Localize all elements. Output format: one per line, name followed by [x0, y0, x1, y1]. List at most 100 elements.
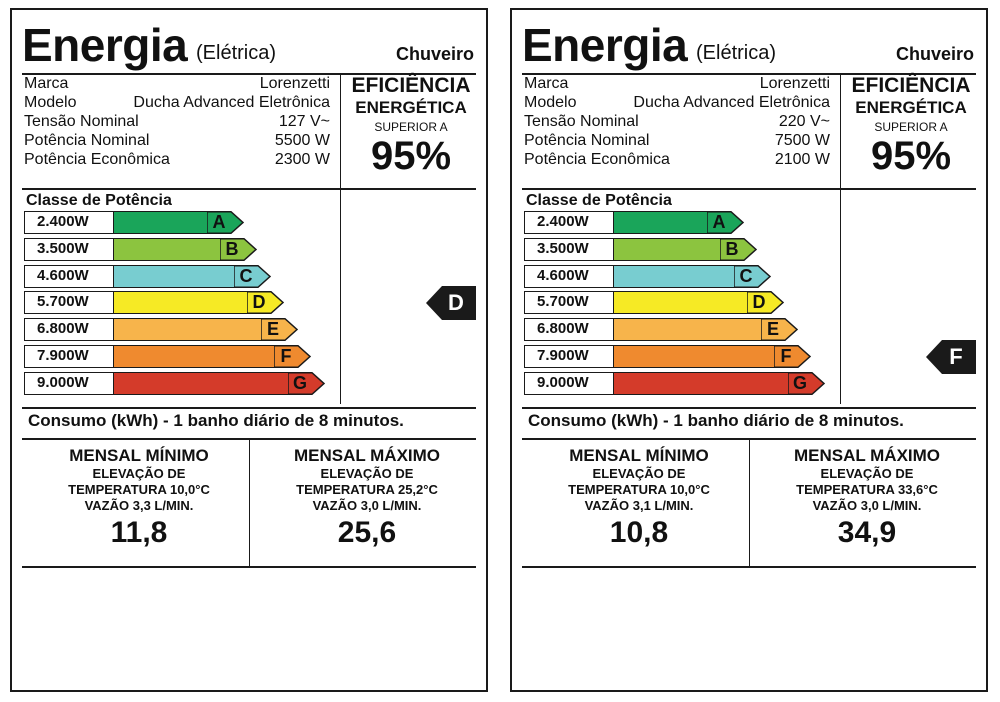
- efficiency-title: EFICIÊNCIA: [851, 74, 971, 97]
- min-line-3: VAZÃO 3,3 L/MIN.: [84, 498, 194, 513]
- info-key: Modelo: [24, 94, 77, 111]
- divider: [22, 407, 476, 409]
- class-bar-arrow: [734, 264, 772, 288]
- class-bar-letter: A: [212, 212, 226, 232]
- min-line-3: VAZÃO 3,1 L/MIN.: [584, 498, 694, 513]
- divider: [522, 188, 976, 190]
- monthly-maximum-head: MENSAL MÁXIMO: [793, 446, 941, 465]
- class-bar-letter: B: [725, 238, 739, 259]
- energy-label-left: Energia (Elétrica) Chuveiro Marca Lorenz…: [10, 8, 488, 692]
- info-row-voltage: Tensão Nominal 220 V~: [524, 112, 830, 131]
- info-value: Lorenzetti: [259, 75, 330, 92]
- class-bar-fill: [614, 345, 775, 368]
- monthly-minimum-value: 10,8: [609, 516, 669, 549]
- max-line-2: TEMPERATURA 25,2°C: [296, 482, 438, 497]
- class-bar-arrow: [220, 237, 258, 261]
- consumption-caption: Consumo (kWh) - 1 banho diário de 8 minu…: [28, 411, 404, 430]
- class-bar-power: 7.900W: [24, 345, 114, 368]
- info-row-nominal-power: Potência Nominal 5500 W: [24, 131, 330, 150]
- min-line-2: TEMPERATURA 10,0°C: [68, 482, 210, 497]
- class-bar-letter: G: [292, 372, 307, 393]
- class-bar-letter: B: [225, 238, 239, 259]
- divider: [840, 188, 841, 404]
- info-key: Tensão Nominal: [24, 113, 139, 130]
- info-row-economic-power: Potência Econômica 2300 W: [24, 150, 330, 169]
- divider: [749, 438, 750, 566]
- efficiency-value: 95%: [870, 134, 952, 178]
- indicator-arrow: [926, 339, 976, 374]
- max-line-3: VAZÃO 3,0 L/MIN.: [312, 498, 422, 513]
- info-key: Potência Nominal: [24, 132, 150, 149]
- info-row-brand: Marca Lorenzetti: [524, 74, 830, 93]
- divider: [840, 73, 841, 188]
- monthly-maximum: MENSAL MÁXIMO ELEVAÇÃO DE TEMPERATURA 33…: [762, 446, 972, 550]
- class-bar-arrow: [747, 291, 785, 315]
- label-title: Energia: [522, 19, 688, 71]
- class-title: Classe de Potência: [526, 192, 672, 209]
- monthly-maximum-value: 25,6: [337, 516, 397, 549]
- class-bar-arrow: [261, 318, 299, 342]
- class-bar-fill: [614, 264, 735, 288]
- class-bar-arrow: [288, 371, 326, 395]
- class-bar-letter: F: [280, 346, 292, 366]
- class-bar-arrow: [774, 345, 812, 368]
- info-row-model: Modelo Ducha Advanced Eletrônica: [524, 93, 830, 112]
- class-bar-letter: C: [239, 265, 253, 286]
- info-row-brand: Marca Lorenzetti: [24, 74, 330, 93]
- max-line-1: ELEVAÇÃO DE: [320, 466, 414, 481]
- class-bar-letter: E: [266, 319, 279, 340]
- class-bar-fill: [114, 345, 275, 368]
- class-bar-power: 5.700W: [24, 291, 114, 315]
- class-title: Classe de Potência: [26, 192, 172, 209]
- label-subtitle: (Elétrica): [696, 42, 777, 64]
- info-row-economic-power: Potência Econômica 2100 W: [524, 150, 830, 169]
- info-row-nominal-power: Potência Nominal 7500 W: [524, 131, 830, 150]
- class-bar-power: 9.000W: [24, 371, 114, 395]
- class-bar-letter: F: [780, 346, 792, 366]
- divider: [22, 188, 476, 190]
- info-value: 7500 W: [774, 132, 830, 149]
- class-bar-arrow: [274, 345, 312, 368]
- class-bar-power: 5.700W: [524, 291, 614, 315]
- class-bar-letter: A: [712, 212, 726, 232]
- info-row-voltage: Tensão Nominal 127 V~: [24, 112, 330, 131]
- class-bar-letter: D: [752, 292, 766, 313]
- class-bar-letter: C: [739, 265, 753, 286]
- info-key: Potência Econômica: [24, 151, 170, 168]
- info-value: Ducha Advanced Eletrônica: [133, 94, 330, 111]
- class-bar-fill: [614, 211, 708, 234]
- class-bar-arrow: [761, 318, 799, 342]
- product-type: Chuveiro: [895, 44, 974, 64]
- class-bar-arrow: [788, 371, 826, 395]
- indicator-letter: F: [949, 343, 963, 369]
- max-line-3: VAZÃO 3,0 L/MIN.: [812, 498, 922, 513]
- monthly-minimum: MENSAL MÍNIMO ELEVAÇÃO DE TEMPERATURA 10…: [34, 446, 244, 550]
- indicator-arrow: [426, 285, 476, 320]
- class-bar-power: 9.000W: [524, 371, 614, 395]
- class-bar-power: 6.800W: [24, 318, 114, 342]
- indicator-letter: D: [448, 289, 464, 315]
- divider: [22, 73, 476, 75]
- label-subtitle: (Elétrica): [196, 42, 277, 64]
- divider: [340, 188, 341, 404]
- info-value: 5500 W: [274, 132, 330, 149]
- class-bar-power: 6.800W: [524, 318, 614, 342]
- info-value: Lorenzetti: [759, 75, 830, 92]
- class-bar-power: 4.600W: [24, 264, 114, 288]
- consumption-caption: Consumo (kWh) - 1 banho diário de 8 minu…: [528, 411, 904, 430]
- info-key: Potência Econômica: [524, 151, 670, 168]
- min-line-2: TEMPERATURA 10,0°C: [568, 482, 710, 497]
- label-title: Energia: [22, 19, 188, 71]
- class-bar-power: 2.400W: [24, 211, 114, 234]
- class-bar-power: 4.600W: [524, 264, 614, 288]
- info-row-model: Modelo Ducha Advanced Eletrônica: [24, 93, 330, 112]
- info-value: 2100 W: [774, 151, 830, 168]
- monthly-minimum-head: MENSAL MÍNIMO: [69, 446, 209, 465]
- monthly-minimum: MENSAL MÍNIMO ELEVAÇÃO DE TEMPERATURA 10…: [534, 446, 744, 550]
- max-line-2: TEMPERATURA 33,6°C: [796, 482, 938, 497]
- efficiency-caption: SUPERIOR A: [874, 120, 948, 134]
- divider: [522, 566, 976, 568]
- info-value: 2300 W: [274, 151, 330, 168]
- class-bar-fill: [614, 318, 762, 342]
- class-bar-arrow: [247, 291, 285, 315]
